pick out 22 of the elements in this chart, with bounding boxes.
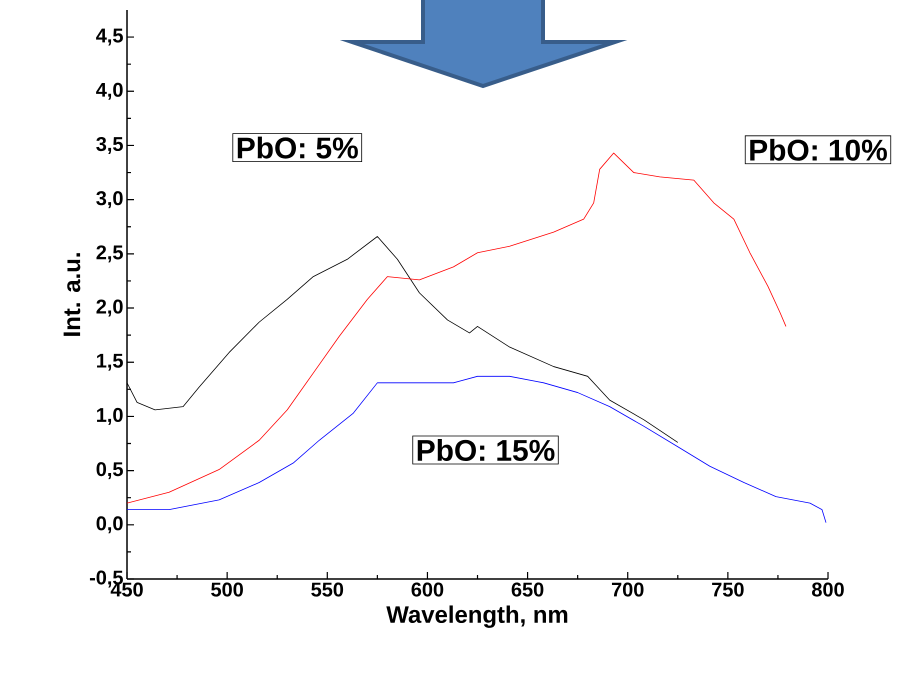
y-axis-title: Int. a.u.: [64, 253, 80, 336]
x-tick-label: 700: [612, 582, 644, 597]
y-tick-label: 2,0: [96, 300, 123, 317]
x-tick-label: 600: [412, 582, 444, 597]
y-tick-label: 0,0: [96, 516, 123, 534]
y-tick-label: 1,5: [97, 354, 123, 371]
y-tick-label: 2,5: [96, 245, 123, 262]
y-tick-label: 1,0: [97, 408, 123, 425]
x-tick-label: 550: [311, 582, 344, 597]
y-tick-label: 0,5: [96, 462, 123, 480]
x-tick-label: 750: [712, 582, 744, 597]
y-tick-label: 3,5: [96, 136, 123, 154]
y-tick-label: 4,5: [96, 28, 123, 46]
x-axis-title: Wavelength, nm: [386, 605, 568, 628]
series-label: PbO: 15%: [418, 439, 554, 461]
y-tick-label: 3,0: [96, 191, 123, 208]
series-label: PbO: 10%: [750, 138, 887, 161]
x-tick-label: 500: [211, 582, 243, 597]
x-tick-label: 800: [812, 582, 844, 597]
y-tick-label: 4,0: [96, 82, 123, 100]
x-tick-label: 650: [512, 582, 544, 597]
text: PbO: 5%: [238, 136, 358, 159]
